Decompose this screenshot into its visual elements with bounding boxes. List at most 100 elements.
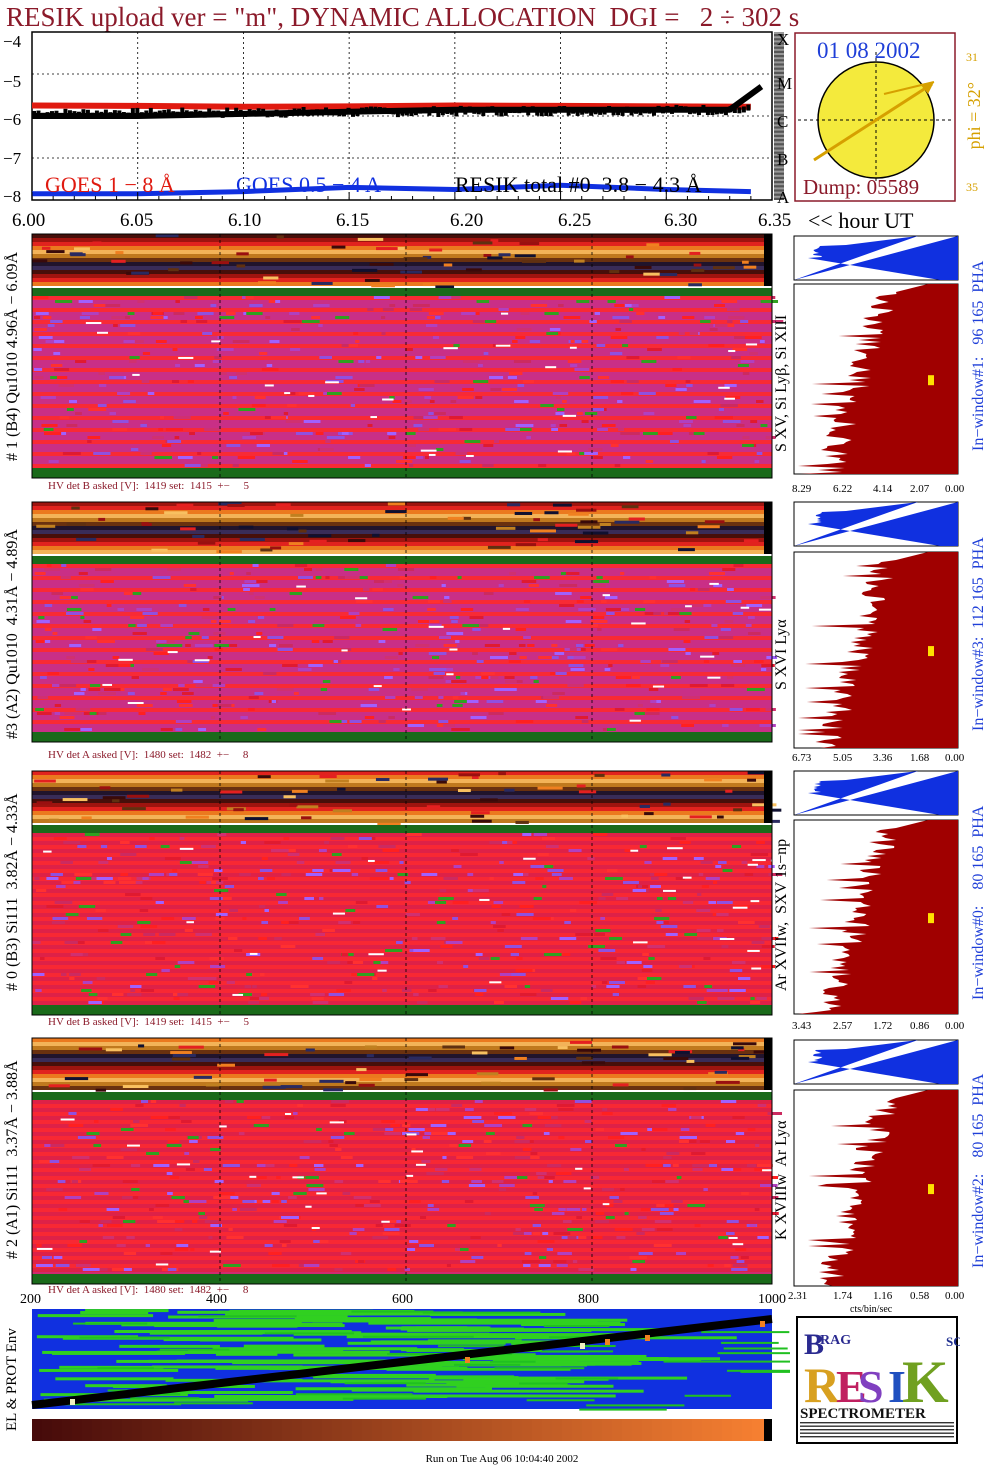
raster-pixel [199, 881, 206, 884]
raster-bright-pixel [732, 906, 748, 909]
raster-edge [764, 502, 772, 554]
raster-pixel [709, 328, 718, 331]
raster-pixel [269, 608, 276, 611]
raster-pixel [123, 400, 136, 403]
env-band [521, 1323, 625, 1327]
raster-pixel [614, 464, 621, 467]
raster-pixel [334, 1180, 344, 1183]
raster-pixel [571, 1236, 587, 1239]
raster-pixel [527, 1140, 534, 1143]
goes-class-bar-tick [774, 149, 784, 152]
raster-stripe [32, 1074, 772, 1078]
raster-pixel [547, 1164, 562, 1167]
series-point [661, 107, 665, 114]
raster-stripe [32, 815, 772, 819]
raster-pixel [35, 640, 45, 643]
raster-pixel [611, 1045, 629, 1049]
raster-pixel [150, 1100, 157, 1103]
series-point [319, 109, 324, 116]
raster-pixel [698, 873, 704, 876]
raster-pixel [481, 320, 497, 323]
raster-pixel [120, 841, 130, 844]
raster-pixel [388, 716, 395, 719]
raster-pixel [545, 845, 559, 848]
raster-pixel [647, 945, 666, 948]
raster-pixel [159, 416, 165, 419]
env-band [79, 1336, 170, 1339]
raster-pixel [369, 1200, 380, 1203]
raster-pixel [755, 1144, 760, 1147]
raster-pixel [222, 1196, 239, 1199]
channel-label: # 1 (B4) Qu1010 4.96Å − 6.09Å [4, 251, 21, 461]
series-point [58, 112, 63, 119]
raster-pixel [235, 372, 247, 375]
raster-pixel [39, 676, 47, 679]
raster-pixel [331, 1100, 349, 1103]
raster-pixel [429, 400, 435, 403]
raster-pixel [756, 841, 765, 844]
raster-pixel [434, 901, 447, 904]
raster-bright-pixel [633, 941, 648, 944]
raster-pixel [433, 672, 445, 675]
raster-pixel [266, 672, 277, 675]
raster-edge [764, 771, 772, 823]
raster-pixel [757, 1236, 769, 1239]
raster-pixel [84, 833, 100, 836]
series-point [211, 110, 216, 117]
raster-pixel [485, 1132, 495, 1135]
raster-pixel [378, 845, 396, 848]
env-band [586, 1404, 685, 1407]
raster-pixel [69, 644, 82, 647]
raster-pixel [120, 933, 132, 936]
raster-pixel [349, 1232, 357, 1235]
raster-pixel [310, 993, 325, 996]
raster-pixel [357, 973, 375, 976]
raster-pixel [521, 259, 547, 263]
series-point [485, 106, 490, 113]
raster-pixel [641, 969, 653, 972]
raster-pixel [78, 572, 88, 575]
raster-pixel [46, 905, 64, 908]
logo-fine-print [800, 1429, 954, 1431]
raster-pixel [422, 1136, 431, 1139]
raster-pixel [505, 680, 517, 683]
raster-pixel [311, 997, 324, 1000]
raster-pixel [720, 404, 738, 407]
raster-pixel [515, 628, 527, 631]
raster-stripe [32, 278, 772, 282]
raster-pixel [383, 608, 394, 611]
raster-bright-pixel [602, 594, 610, 597]
goes-class-bar-tick [774, 48, 784, 51]
raster-pixel [34, 877, 40, 880]
raster-pixel [51, 592, 64, 595]
y-tick-label: −5 [3, 72, 22, 91]
raster-pixel [646, 243, 660, 247]
raster-pixel [32, 941, 41, 944]
raster-pixel [737, 921, 755, 924]
raster-pixel [474, 312, 480, 315]
raster-pixel [173, 993, 189, 996]
raster-pixel [180, 527, 196, 531]
raster-pixel [95, 909, 106, 912]
raster-pixel [593, 396, 609, 399]
raster-pixel [293, 985, 309, 988]
series-point [359, 107, 364, 114]
raster-pixel [41, 246, 51, 250]
raster-pixel [383, 580, 392, 583]
env-band [386, 1367, 571, 1371]
raster-pixel [257, 775, 271, 779]
raster-row [32, 596, 772, 600]
series-point [202, 111, 207, 118]
raster-pixel [718, 408, 724, 411]
raster-pixel [303, 1264, 320, 1267]
series-point [629, 109, 634, 116]
raster-pixel [223, 1264, 241, 1267]
raster-pixel [384, 676, 393, 679]
raster-bright-pixel [126, 1144, 140, 1147]
raster-pixel [449, 416, 463, 419]
raster-bright-pixel [367, 859, 375, 862]
raster-pixel [172, 688, 189, 691]
raster-pixel [127, 332, 141, 335]
raster-bright-pixel [381, 1220, 390, 1223]
raster-pixel [598, 949, 616, 952]
